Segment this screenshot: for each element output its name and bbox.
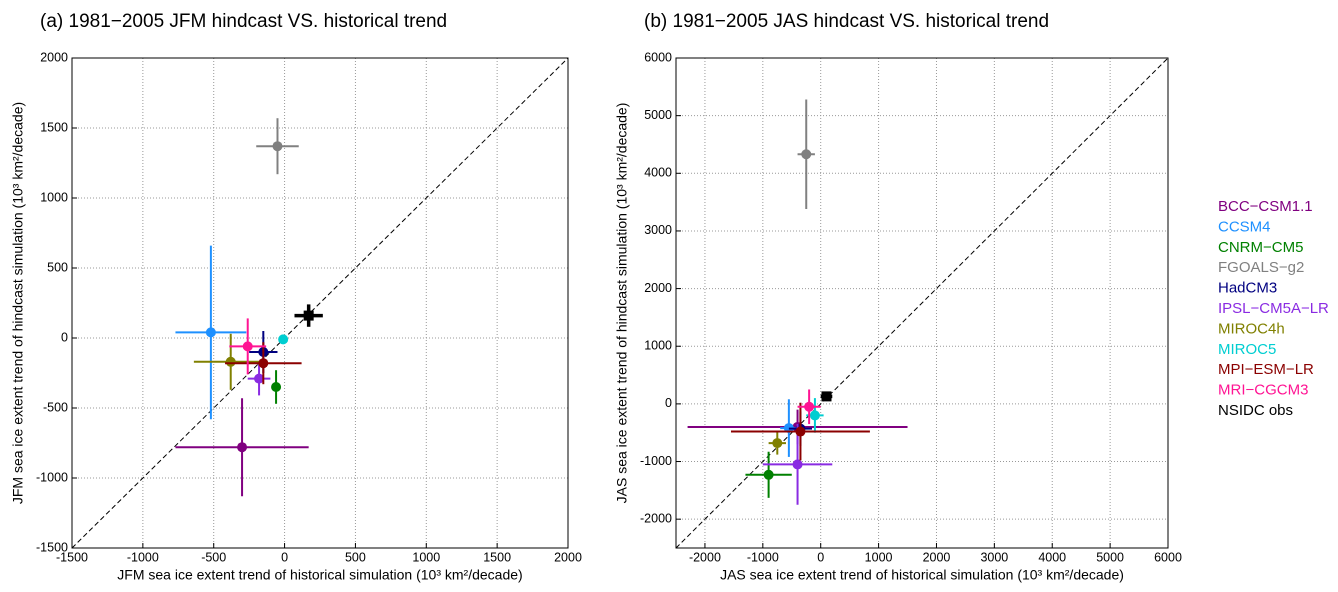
y-tick-label: 4000 [644,166,672,180]
y-tick-label: 1000 [40,190,68,204]
point [258,358,269,369]
x-tick-label: 4000 [1038,550,1066,564]
x-tick-label: 2000 [554,550,582,564]
x-tick-label: -2000 [689,550,721,564]
x-tick-label: 6000 [1154,550,1182,564]
point [303,310,314,321]
x-tick-label: -1500 [56,550,88,564]
point [271,382,282,392]
x-axis-label: JFM sea ice extent trend of historical s… [117,567,522,583]
legend-label: FGOALS−g2 [1218,259,1304,276]
y-tick-label: 6000 [644,50,672,64]
point [278,334,289,345]
point [795,426,806,437]
x-tick-label: 1000 [412,550,440,564]
y-tick-label: -1000 [36,470,68,484]
legend-label: IPSL−CM5A−LR [1218,300,1329,317]
point [242,341,253,352]
point [272,141,283,152]
point [763,469,774,480]
point [205,327,216,338]
x-tick-label: 5000 [1096,550,1124,564]
x-tick-label: 1000 [865,550,893,564]
y-tick-label: -500 [43,400,68,414]
y-tick-label: 0 [665,396,672,410]
point [801,149,812,160]
legend-label: BCC−CSM1.1 [1218,198,1313,215]
legend-label: CCSM4 [1218,218,1271,235]
legend-label: CNRM−CM5 [1218,239,1303,256]
y-tick-label: -2000 [640,511,672,525]
point [792,459,803,470]
y-tick-label: 500 [47,260,68,274]
legend-label: HadCM3 [1218,280,1277,297]
point [254,373,265,384]
chart-title: (b) 1981−2005 JAS hindcast VS. historica… [644,11,1049,32]
x-tick-label: 2000 [923,550,951,564]
plot-frame [675,57,1169,549]
chart-title: (a) 1981−2005 JFM hindcast VS. historica… [40,11,447,32]
one-to-one-line [71,57,569,549]
x-tick-label: 1500 [483,550,511,564]
y-tick-label: 1500 [40,120,68,134]
point [821,391,832,402]
y-tick-label: 3000 [644,223,672,237]
y-tick-label: -1000 [640,454,672,468]
x-axis-label: JAS sea ice extent trend of historical s… [720,567,1124,583]
y-tick-label: 2000 [644,281,672,295]
point [237,442,248,453]
x-tick-label: -1000 [127,550,159,564]
legend-label: MIROC5 [1218,341,1276,358]
y-axis-label: JAS sea ice extent trend of hindcast sim… [614,103,630,504]
legend-label: MIROC4h [1218,320,1285,337]
plot-frame [71,57,569,549]
y-axis-label: JFM sea ice extent trend of hindcast sim… [10,102,26,504]
y-tick-label: 0 [61,330,68,344]
x-tick-label: -1000 [747,550,779,564]
legend-label: MRI−CGCM3 [1218,382,1308,399]
x-tick-label: 500 [345,550,366,564]
point [772,438,783,449]
x-tick-label: 3000 [980,550,1008,564]
y-tick-label: 2000 [40,50,68,64]
legend-label: NSIDC obs [1218,402,1293,419]
x-tick-label: 0 [817,550,824,564]
one-to-one-line [675,57,1169,549]
x-tick-label: -500 [201,550,226,564]
point [225,356,236,367]
x-tick-label: 0 [281,550,288,564]
y-tick-label: 5000 [644,108,672,122]
point [804,401,815,412]
y-tick-label: 1000 [644,339,672,353]
legend-label: MPI−ESM−LR [1218,361,1314,378]
y-tick-label: -1500 [36,540,68,554]
point [809,410,820,421]
